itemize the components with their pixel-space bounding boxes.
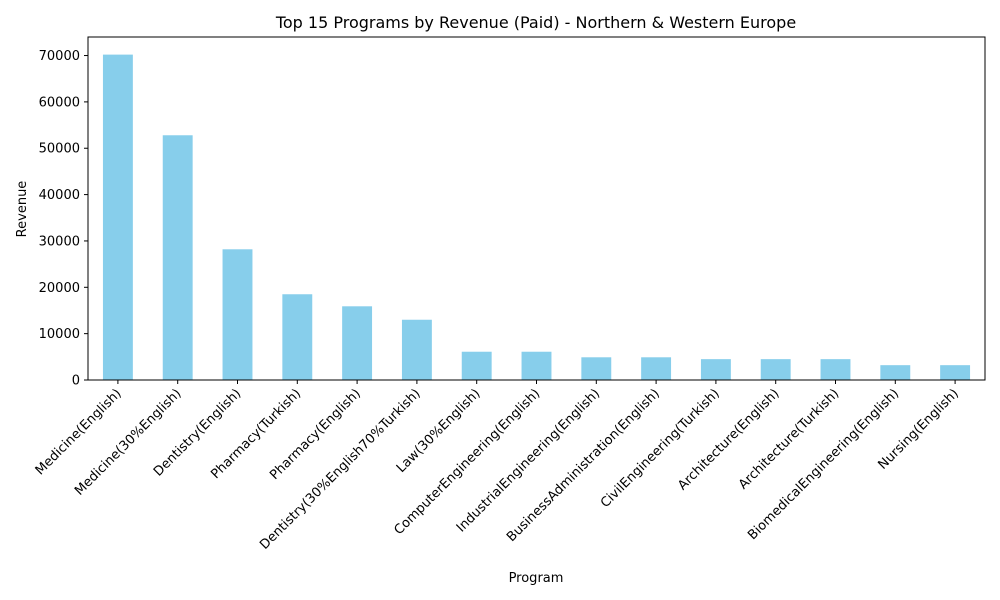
y-axis-label: Revenue — [15, 181, 30, 238]
y-tick-label: 40000 — [39, 188, 80, 203]
x-tick-label: CivilEngineering(Turkish) — [598, 386, 723, 511]
bar — [102, 54, 133, 380]
bar — [461, 351, 492, 380]
bars-group — [102, 54, 971, 380]
chart-title: Top 15 Programs by Revenue (Paid) - Nort… — [275, 13, 796, 32]
bar — [820, 359, 851, 380]
y-tick-label: 10000 — [39, 327, 80, 342]
x-axis-label: Program — [509, 571, 564, 586]
bar — [581, 357, 612, 380]
y-tick-label: 0 — [72, 374, 80, 389]
x-tick-label: Architecture(English) — [675, 386, 782, 493]
y-tick-label: 30000 — [39, 234, 80, 249]
bar — [940, 365, 971, 380]
bar — [162, 135, 193, 380]
plot-frame — [87, 36, 986, 381]
y-tick-label: 50000 — [39, 142, 80, 157]
bar — [760, 359, 791, 380]
bar — [700, 359, 731, 380]
y-tick-label: 70000 — [39, 49, 80, 64]
bar — [222, 249, 253, 380]
bar — [342, 306, 373, 380]
x-tick-label: Architecture(Turkish) — [736, 386, 842, 492]
x-axis: Medicine(English)Medicine(30%English)Den… — [33, 380, 962, 553]
y-tick-label: 20000 — [39, 281, 80, 296]
bar — [521, 351, 552, 380]
y-axis: 0 10000 20000 30000 40000 50000 60000 70000 — [39, 49, 88, 389]
x-tick-label: Medicine(30%English) — [72, 386, 184, 498]
bar — [282, 294, 313, 380]
bar — [401, 319, 432, 380]
y-tick-label: 60000 — [39, 95, 80, 110]
bar — [641, 357, 672, 380]
bar — [880, 365, 911, 380]
